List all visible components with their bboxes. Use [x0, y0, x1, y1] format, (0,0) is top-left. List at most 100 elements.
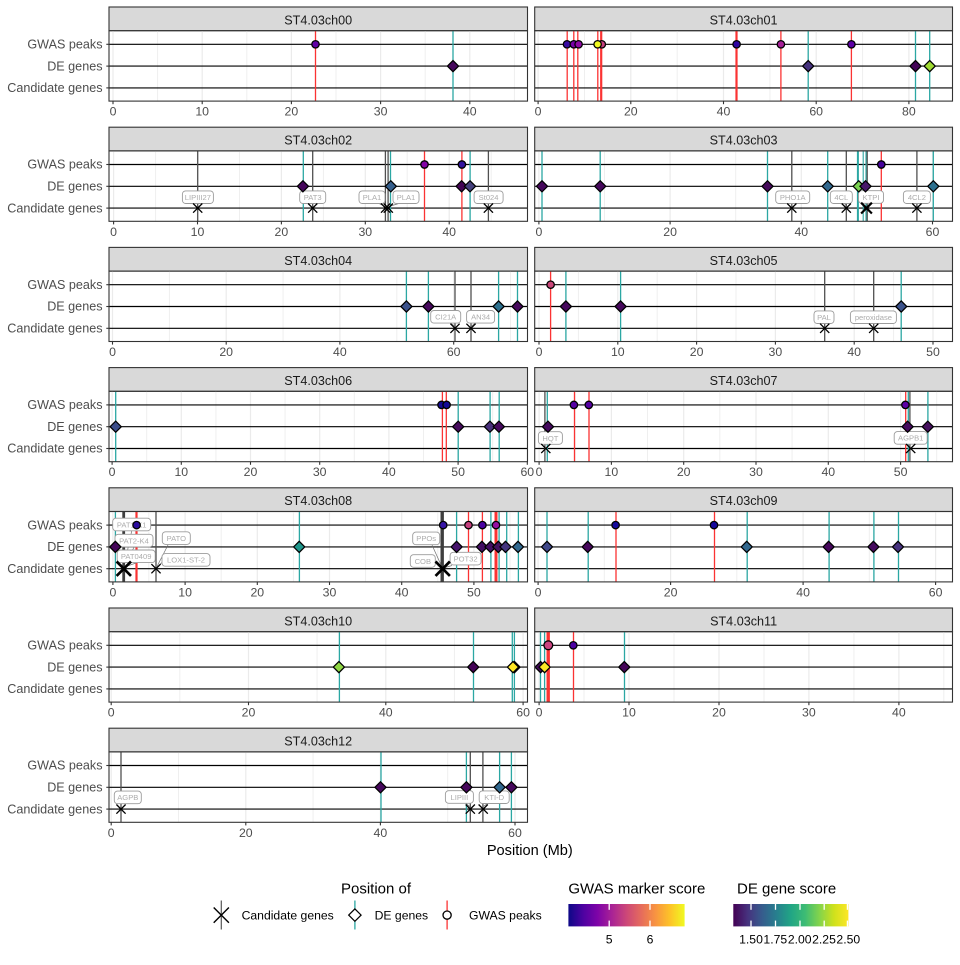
svg-text:10: 10 — [605, 465, 619, 479]
svg-text:HQT: HQT — [542, 434, 558, 443]
svg-text:Position (Mb): Position (Mb) — [487, 843, 573, 859]
svg-text:PLA1: PLA1 — [363, 193, 382, 202]
svg-text:DE genes: DE genes — [47, 300, 102, 314]
svg-text:1.75: 1.75 — [763, 932, 787, 946]
svg-text:ST4.03ch09: ST4.03ch09 — [710, 494, 778, 508]
svg-text:20: 20 — [239, 826, 253, 840]
svg-text:Candidate genes: Candidate genes — [7, 81, 102, 95]
svg-text:20: 20 — [219, 345, 233, 359]
svg-text:POT32: POT32 — [454, 554, 478, 563]
svg-text:2.00: 2.00 — [788, 932, 812, 946]
svg-text:CI21A: CI21A — [435, 313, 457, 322]
svg-text:50: 50 — [894, 465, 908, 479]
svg-text:COB: COB — [415, 557, 431, 566]
svg-text:ST4.03ch01: ST4.03ch01 — [710, 13, 778, 27]
svg-text:ST4.03ch08: ST4.03ch08 — [284, 494, 352, 508]
svg-text:80: 80 — [902, 105, 916, 119]
svg-text:DE gene score: DE gene score — [737, 881, 836, 898]
svg-text:30: 30 — [374, 105, 388, 119]
svg-text:GWAS peaks: GWAS peaks — [27, 518, 102, 532]
svg-text:St024: St024 — [479, 193, 499, 202]
svg-text:GWAS peaks: GWAS peaks — [469, 908, 542, 922]
svg-text:50: 50 — [451, 465, 465, 479]
svg-text:DE genes: DE genes — [47, 180, 102, 194]
svg-text:30: 30 — [749, 465, 763, 479]
svg-text:PAT0409: PAT0409 — [121, 552, 152, 561]
svg-text:0: 0 — [535, 585, 542, 599]
svg-text:ST4.03ch00: ST4.03ch00 — [284, 13, 352, 27]
svg-text:DE genes: DE genes — [47, 420, 102, 434]
svg-text:40: 40 — [379, 706, 393, 720]
svg-text:LIPIII: LIPIII — [451, 793, 469, 802]
svg-text:20: 20 — [275, 225, 289, 239]
svg-text:PHO1A: PHO1A — [780, 193, 807, 202]
svg-text:ST4.03ch04: ST4.03ch04 — [284, 254, 352, 268]
svg-text:ST4.03ch10: ST4.03ch10 — [284, 614, 352, 628]
svg-text:0: 0 — [536, 345, 543, 359]
svg-text:40: 40 — [463, 105, 477, 119]
svg-text:Candidate genes: Candidate genes — [7, 322, 102, 336]
svg-text:4CL: 4CL — [834, 193, 848, 202]
svg-text:ST4.03ch06: ST4.03ch06 — [284, 374, 352, 388]
svg-text:40: 40 — [847, 345, 861, 359]
svg-text:0: 0 — [536, 706, 543, 720]
svg-text:Candidate genes: Candidate genes — [7, 562, 102, 576]
svg-text:30: 30 — [802, 706, 816, 720]
svg-text:40: 40 — [717, 105, 731, 119]
svg-text:60: 60 — [520, 465, 534, 479]
svg-text:0: 0 — [109, 585, 116, 599]
svg-text:DE genes: DE genes — [47, 540, 102, 554]
svg-text:peroxidase: peroxidase — [855, 313, 892, 322]
svg-text:20: 20 — [285, 105, 299, 119]
svg-text:40: 40 — [395, 585, 409, 599]
svg-text:1.50: 1.50 — [739, 932, 763, 946]
svg-text:PAT1-K1: PAT1-K1 — [117, 520, 147, 529]
svg-text:AGPB: AGPB — [117, 793, 138, 802]
svg-text:PPOs: PPOs — [416, 534, 436, 543]
svg-text:40: 40 — [892, 706, 906, 720]
svg-text:60: 60 — [516, 706, 530, 720]
svg-text:10: 10 — [622, 706, 636, 720]
svg-text:30: 30 — [323, 585, 337, 599]
svg-text:ST4.03ch02: ST4.03ch02 — [284, 134, 352, 148]
svg-text:KTI-D: KTI-D — [484, 793, 504, 802]
svg-text:20: 20 — [242, 706, 256, 720]
svg-text:Candidate genes: Candidate genes — [7, 802, 102, 816]
svg-text:60: 60 — [929, 585, 943, 599]
svg-text:40: 40 — [374, 826, 388, 840]
svg-text:0: 0 — [108, 706, 115, 720]
svg-text:40: 40 — [333, 345, 347, 359]
svg-text:LOX1-ST-2: LOX1-ST-2 — [167, 556, 205, 565]
svg-text:20: 20 — [244, 465, 258, 479]
svg-text:Candidate genes: Candidate genes — [7, 201, 102, 215]
svg-text:KTPI: KTPI — [863, 193, 880, 202]
svg-text:PAT2-K4: PAT2-K4 — [119, 536, 149, 545]
svg-text:GWAS peaks: GWAS peaks — [27, 398, 102, 412]
svg-text:DE genes: DE genes — [47, 59, 102, 73]
svg-text:Position of: Position of — [341, 881, 412, 898]
svg-text:GWAS peaks: GWAS peaks — [27, 278, 102, 292]
svg-text:LIPIII27: LIPIII27 — [185, 193, 211, 202]
svg-text:AGPB1: AGPB1 — [898, 434, 923, 443]
svg-text:50: 50 — [926, 345, 940, 359]
svg-text:2.25: 2.25 — [812, 932, 836, 946]
svg-text:60: 60 — [447, 345, 461, 359]
svg-text:0: 0 — [535, 105, 542, 119]
svg-text:5: 5 — [606, 932, 613, 946]
svg-text:DE genes: DE genes — [47, 781, 102, 795]
svg-text:20: 20 — [712, 706, 726, 720]
svg-text:Candidate genes: Candidate genes — [7, 682, 102, 696]
svg-text:AN34: AN34 — [471, 313, 490, 322]
svg-text:20: 20 — [250, 585, 264, 599]
svg-text:10: 10 — [611, 345, 625, 359]
svg-text:30: 30 — [769, 345, 783, 359]
svg-text:PATO: PATO — [167, 534, 187, 543]
svg-text:10: 10 — [174, 465, 188, 479]
svg-text:GWAS peaks: GWAS peaks — [27, 158, 102, 172]
svg-text:30: 30 — [358, 225, 372, 239]
svg-text:20: 20 — [677, 465, 691, 479]
svg-text:ST4.03ch07: ST4.03ch07 — [710, 374, 778, 388]
svg-text:20: 20 — [624, 105, 638, 119]
svg-text:PLA1: PLA1 — [397, 193, 416, 202]
svg-text:40: 40 — [821, 465, 835, 479]
